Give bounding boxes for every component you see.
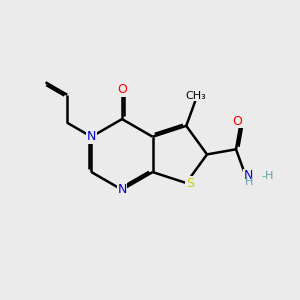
Text: H: H: [244, 177, 253, 187]
Text: CH₃: CH₃: [185, 91, 206, 100]
Text: O: O: [117, 83, 127, 96]
Text: O: O: [232, 115, 242, 128]
Text: S: S: [186, 176, 194, 190]
Text: N: N: [117, 183, 127, 196]
Text: N: N: [87, 130, 96, 143]
Text: N: N: [244, 169, 253, 182]
Text: -H: -H: [261, 171, 274, 181]
